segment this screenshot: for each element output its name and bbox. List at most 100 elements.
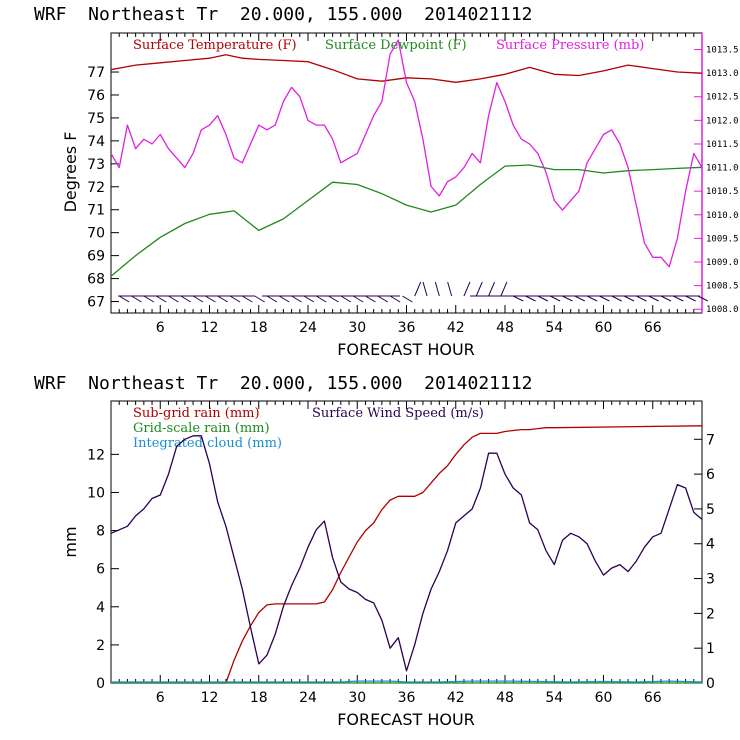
plot-frame	[110, 32, 703, 314]
y-tick-label: 0	[96, 676, 105, 692]
wind-barb	[422, 281, 428, 297]
wind-barb	[475, 281, 483, 297]
right-tick-label: 1013.5	[706, 46, 739, 56]
wind-barb	[192, 295, 204, 303]
y-tick-label: 12	[87, 447, 105, 463]
precipitation-panel: WRF Northeast Tr 20.000, 155.000 2014021…	[34, 373, 715, 729]
wind-barb	[254, 295, 265, 303]
y-tick-label: 75	[87, 111, 105, 127]
wind-barb	[205, 295, 216, 303]
wind-barb	[168, 295, 179, 303]
wind-barb	[365, 295, 376, 303]
wind-barb	[636, 295, 647, 302]
y-tick-labels: 0 2 4 6 8 10 12	[87, 447, 105, 692]
wind-barb	[131, 295, 142, 303]
y-tick-label: 10	[87, 485, 105, 501]
legend-pressure: Surface Pressure (mb)	[496, 38, 644, 53]
series-line-sub-grid-rain-mm	[111, 425, 703, 684]
right-tick-label: 1011.0	[706, 164, 739, 174]
wind-barb	[315, 295, 327, 303]
x-axis-label: FORECAST HOUR	[337, 710, 475, 729]
right-tick-label: 3	[706, 572, 715, 588]
x-tick-label: 66	[644, 690, 662, 706]
right-tick-label: 1009.0	[706, 258, 739, 268]
wind-barb	[389, 295, 401, 303]
x-tick-labels: 6 12 18 24 30 36 42 48 54 60 66	[156, 690, 662, 706]
x-tick-label: 6	[156, 690, 165, 706]
right-tick-label: 1008.5	[706, 282, 739, 292]
right-tick-label: 1013.0	[706, 69, 739, 79]
wind-barb	[266, 295, 278, 303]
y-tick-label: 73	[87, 157, 105, 173]
y-tick-label: 74	[87, 134, 105, 150]
y-tick-labels: 67 68 69 70 71 72 73 74 75 76 77	[87, 65, 105, 311]
series-line-surface-dewpoint-f	[110, 164, 703, 277]
legend-integrated-cloud: Integrated cloud (mm)	[133, 436, 282, 451]
right-tick-label: 1010.5	[706, 187, 739, 197]
y-tick-label: 6	[96, 562, 105, 578]
wind-barb	[414, 281, 422, 297]
panel-header: WRF Northeast Tr 20.000, 155.000 2014021…	[34, 4, 533, 25]
right-tick-label: 0	[706, 676, 715, 692]
legend-subgrid-rain: Sub-grid rain (mm)	[133, 406, 260, 421]
wind-barb	[180, 295, 192, 303]
x-tick-label: 36	[398, 690, 416, 706]
wind-barb	[562, 295, 573, 302]
right-tick-label: 1008.0	[706, 305, 739, 315]
wind-barb	[155, 295, 167, 303]
wind-barb	[685, 295, 696, 302]
x-tick-label: 36	[398, 320, 416, 336]
series-line-surface-temperature-f	[110, 54, 703, 83]
right-tick-label: 7	[706, 432, 715, 448]
right-tick-label: 6	[706, 467, 715, 483]
wind-barb	[352, 295, 364, 303]
wind-barb	[660, 295, 672, 302]
wind-barb	[648, 295, 659, 302]
y-axis-label: Degrees F	[61, 132, 80, 213]
x-tick-label: 42	[447, 320, 465, 336]
wind-barb	[500, 281, 508, 297]
wind-barb	[447, 281, 453, 297]
wind-barb	[328, 295, 339, 303]
x-tick-labels: 6 12 18 24 30 36 42 48 54 60 66	[156, 320, 662, 336]
legend-temperature: Surface Temperature (F)	[133, 38, 297, 53]
wind-barb	[291, 295, 302, 303]
x-tick-label: 66	[644, 320, 662, 336]
right-tick-label: 1012.5	[706, 93, 739, 103]
right-tick-label: 2	[706, 606, 715, 622]
right-tick-label: 5	[706, 502, 715, 518]
wind-barb	[673, 295, 684, 302]
x-tick-label: 30	[348, 320, 366, 336]
temperature-panel: WRF Northeast Tr 20.000, 155.000 2014021…	[34, 4, 739, 359]
y-tick-label: 77	[87, 65, 105, 81]
x-tick-label: 42	[447, 690, 465, 706]
wind-barb	[279, 295, 290, 303]
wind-barb	[217, 295, 228, 303]
data-series	[110, 425, 703, 684]
y-tick-label: 4	[96, 600, 105, 616]
wind-barb	[242, 295, 253, 303]
wind-barb	[512, 295, 524, 302]
x-tick-label: 54	[545, 690, 563, 706]
series-line-surface-wind-speed-m-s	[110, 435, 703, 672]
tick-marks	[111, 33, 702, 313]
series-line-surface-pressure-mb	[110, 39, 703, 268]
y-tick-label: 2	[96, 638, 105, 654]
right-tick-label: 1	[706, 641, 715, 657]
right-tick-label: 1011.5	[706, 140, 739, 150]
y-tick-label: 67	[87, 295, 105, 311]
y-tick-label: 8	[96, 524, 105, 540]
y-axis-label: mm	[61, 526, 80, 557]
x-tick-label: 30	[348, 690, 366, 706]
y-tick-label: 70	[87, 226, 105, 242]
x-tick-label: 24	[299, 320, 317, 336]
wind-barb	[586, 295, 598, 302]
x-tick-label: 18	[250, 320, 268, 336]
wind-barb	[488, 281, 496, 297]
y-tick-label: 68	[87, 272, 105, 288]
wind-barbs	[118, 281, 709, 303]
y-tick-label: 71	[87, 203, 105, 219]
wind-barb	[402, 295, 413, 303]
x-tick-label: 6	[156, 320, 165, 336]
